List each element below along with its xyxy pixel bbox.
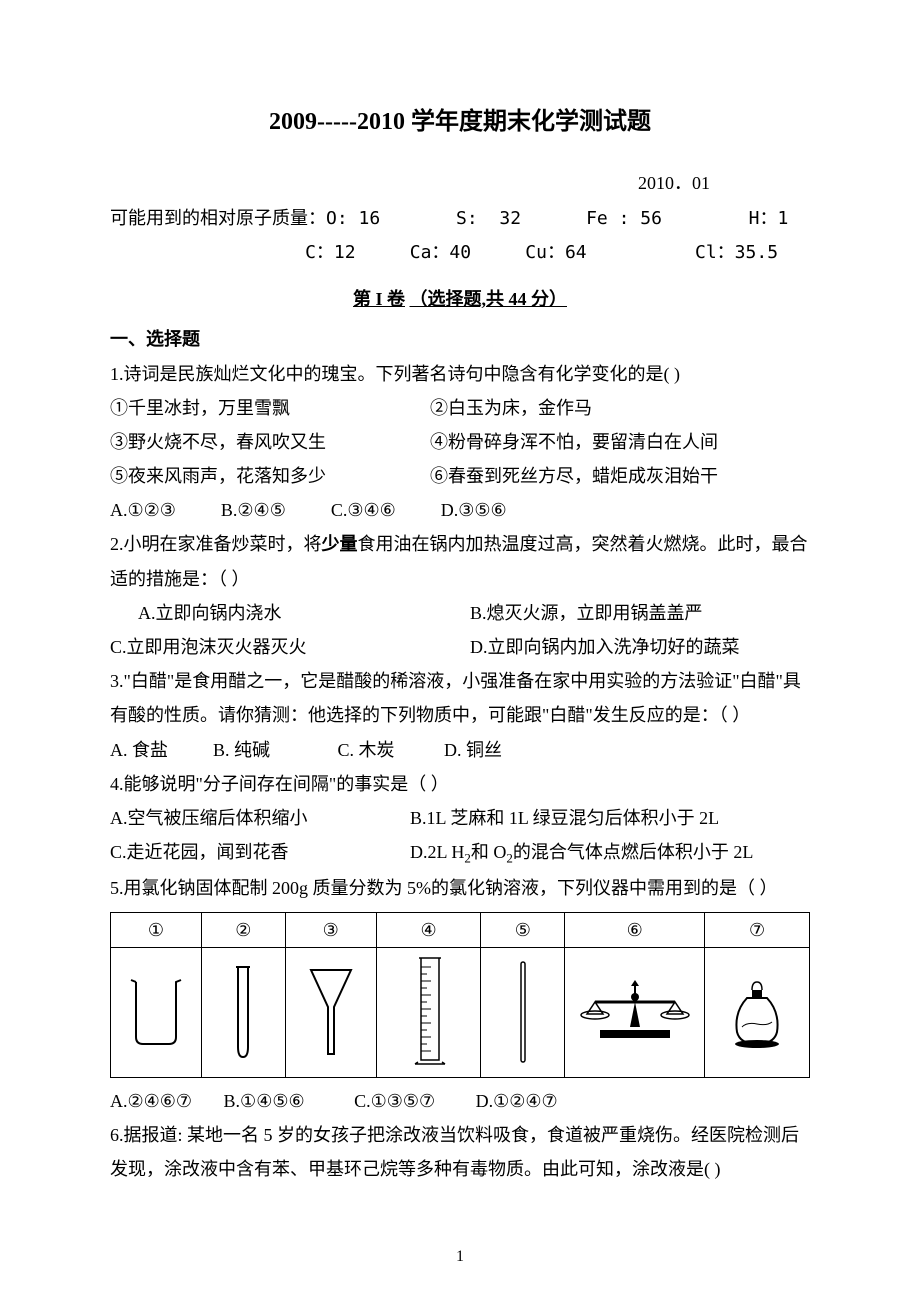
section-header-part-a: 第 I 卷 xyxy=(353,289,405,309)
q6-stem: 6.据报道: 某地一名 5 岁的女孩子把涂改液当饮料吸食，食道被严重烧伤。经医院… xyxy=(110,1118,810,1186)
atomic-masses-line1: 可能用到的相对原子质量：O: 16 S: 32 Fe : 56 H：1 xyxy=(110,202,810,236)
q5-choices: A.②④⑥⑦ B.①④⑤⑥ C.①③⑤⑦ D.①②④⑦ xyxy=(110,1084,810,1118)
apparatus-image-row xyxy=(111,947,810,1077)
q1-row1: ①千里冰封，万里雪飘 ②白玉为床，金作马 xyxy=(110,391,810,425)
section-header: 第 I 卷 （选择题,共 44 分） xyxy=(110,282,810,316)
exam-title: 2009-----2010 学年度期末化学测试题 xyxy=(110,100,810,146)
subsection-header: 一、选择题 xyxy=(110,322,810,356)
q2-stem-a: 2.小明在家准备炒菜时，将 xyxy=(110,534,322,554)
page-number: 1 xyxy=(456,1242,464,1272)
q1-stem: 1.诗词是民族灿烂文化中的瑰宝。下列著名诗句中隐含有化学变化的是( ) xyxy=(110,357,810,391)
q5-stem: 5.用氯化钠固体配制 200g 质量分数为 5%的氯化钠溶液，下列仪器中需用到的… xyxy=(110,871,810,905)
q1-opt5: ⑤夜来风雨声，花落知多少 xyxy=(110,459,430,493)
q1-choices: A.①②③ B.②④⑤ C.③④⑥ D.③⑤⑥ xyxy=(110,493,810,527)
hdr-4: ④ xyxy=(376,912,481,947)
glass-rod-icon xyxy=(481,947,565,1077)
test-tube-icon xyxy=(201,947,285,1077)
hdr-6: ⑥ xyxy=(565,912,705,947)
apparatus-table: ① ② ③ ④ ⑤ ⑥ ⑦ xyxy=(110,912,810,1078)
atomic-masses-line2: C：12 Ca：40 Cu：64 Cl：35.5 xyxy=(110,236,810,270)
q4-optA: A.空气被压缩后体积缩小 xyxy=(110,801,410,835)
section-header-part-b: （选择题,共 44 分） xyxy=(410,289,568,309)
q1-row3: ⑤夜来风雨声，花落知多少 ⑥春蚕到死丝方尽，蜡炬成灰泪始干 xyxy=(110,459,810,493)
q4-row2: C.走近花园，闻到花香 D.2L H2和 O2的混合气体点燃后体积小于 2L xyxy=(110,835,810,871)
q2-optC: C.立即用泡沫灭火器灭火 xyxy=(110,630,470,664)
q1-opt3: ③野火烧不尽，春风吹又生 xyxy=(110,425,430,459)
hdr-5: ⑤ xyxy=(481,912,565,947)
q4-row1: A.空气被压缩后体积缩小 B.1L 芝麻和 1L 绿豆混匀后体积小于 2L xyxy=(110,801,810,835)
hdr-3: ③ xyxy=(285,912,376,947)
q1-opt6: ⑥春蚕到死丝方尽，蜡炬成灰泪始干 xyxy=(430,459,718,493)
q1-opt1: ①千里冰封，万里雪飘 xyxy=(110,391,430,425)
graduated-cylinder-icon xyxy=(376,947,481,1077)
balance-scale-icon xyxy=(565,947,705,1077)
beaker-icon xyxy=(111,947,202,1077)
q1-opt2: ②白玉为床，金作马 xyxy=(430,391,592,425)
q4-optB: B.1L 芝麻和 1L 绿豆混匀后体积小于 2L xyxy=(410,801,719,835)
hdr-2: ② xyxy=(201,912,285,947)
q2-row2: C.立即用泡沫灭火器灭火 D.立即向锅内加入洗净切好的蔬菜 xyxy=(110,630,810,664)
hdr-1: ① xyxy=(111,912,202,947)
exam-date: 2010．01 xyxy=(110,166,810,200)
q2-stem-b: 少量 xyxy=(322,534,358,554)
apparatus-header-row: ① ② ③ ④ ⑤ ⑥ ⑦ xyxy=(111,912,810,947)
q1-row2: ③野火烧不尽，春风吹又生 ④粉骨碎身浑不怕，要留清白在人间 xyxy=(110,425,810,459)
funnel-icon xyxy=(285,947,376,1077)
q2-optA: A.立即向锅内浇水 xyxy=(110,596,470,630)
q4-optC: C.走近花园，闻到花香 xyxy=(110,835,410,871)
q4-optD: D.2L H2和 O2的混合气体点燃后体积小于 2L xyxy=(410,835,753,871)
q3-stem: 3."白醋"是食用醋之一，它是醋酸的稀溶液，小强准备在家中用实验的方法验证"白醋… xyxy=(110,664,810,732)
q2-optD: D.立即向锅内加入洗净切好的蔬菜 xyxy=(470,630,740,664)
q2-optB: B.熄灭火源，立即用锅盖盖严 xyxy=(470,596,703,630)
q3-choices: A. 食盐 B. 纯碱 C. 木炭 D. 铜丝 xyxy=(110,733,810,767)
alcohol-lamp-icon xyxy=(705,947,810,1077)
q4-stem: 4.能够说明"分子间存在间隔"的事实是（ ） xyxy=(110,767,810,801)
q1-opt4: ④粉骨碎身浑不怕，要留清白在人间 xyxy=(430,425,718,459)
hdr-7: ⑦ xyxy=(705,912,810,947)
q2-row1: A.立即向锅内浇水 B.熄灭火源，立即用锅盖盖严 xyxy=(110,596,810,630)
q2-stem: 2.小明在家准备炒菜时，将少量食用油在锅内加热温度过高，突然着火燃烧。此时，最合… xyxy=(110,527,810,595)
